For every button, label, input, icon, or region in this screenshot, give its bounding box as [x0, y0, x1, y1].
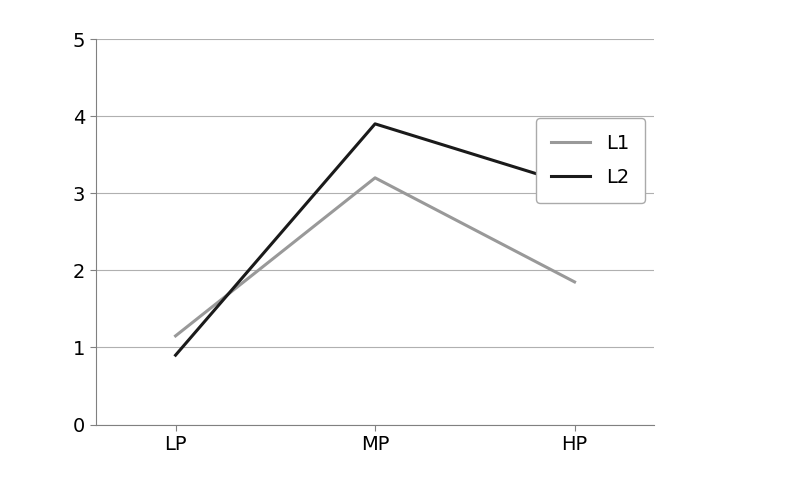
L1 [171, 333, 180, 339]
Line: L2: L2 [176, 124, 575, 355]
L2 [171, 352, 180, 358]
L2 [570, 183, 579, 188]
L1 [370, 175, 380, 181]
Line: L1: L1 [176, 178, 575, 336]
L1 [570, 279, 579, 285]
L2 [370, 121, 380, 127]
Legend: L1, L2: L1, L2 [535, 118, 645, 203]
